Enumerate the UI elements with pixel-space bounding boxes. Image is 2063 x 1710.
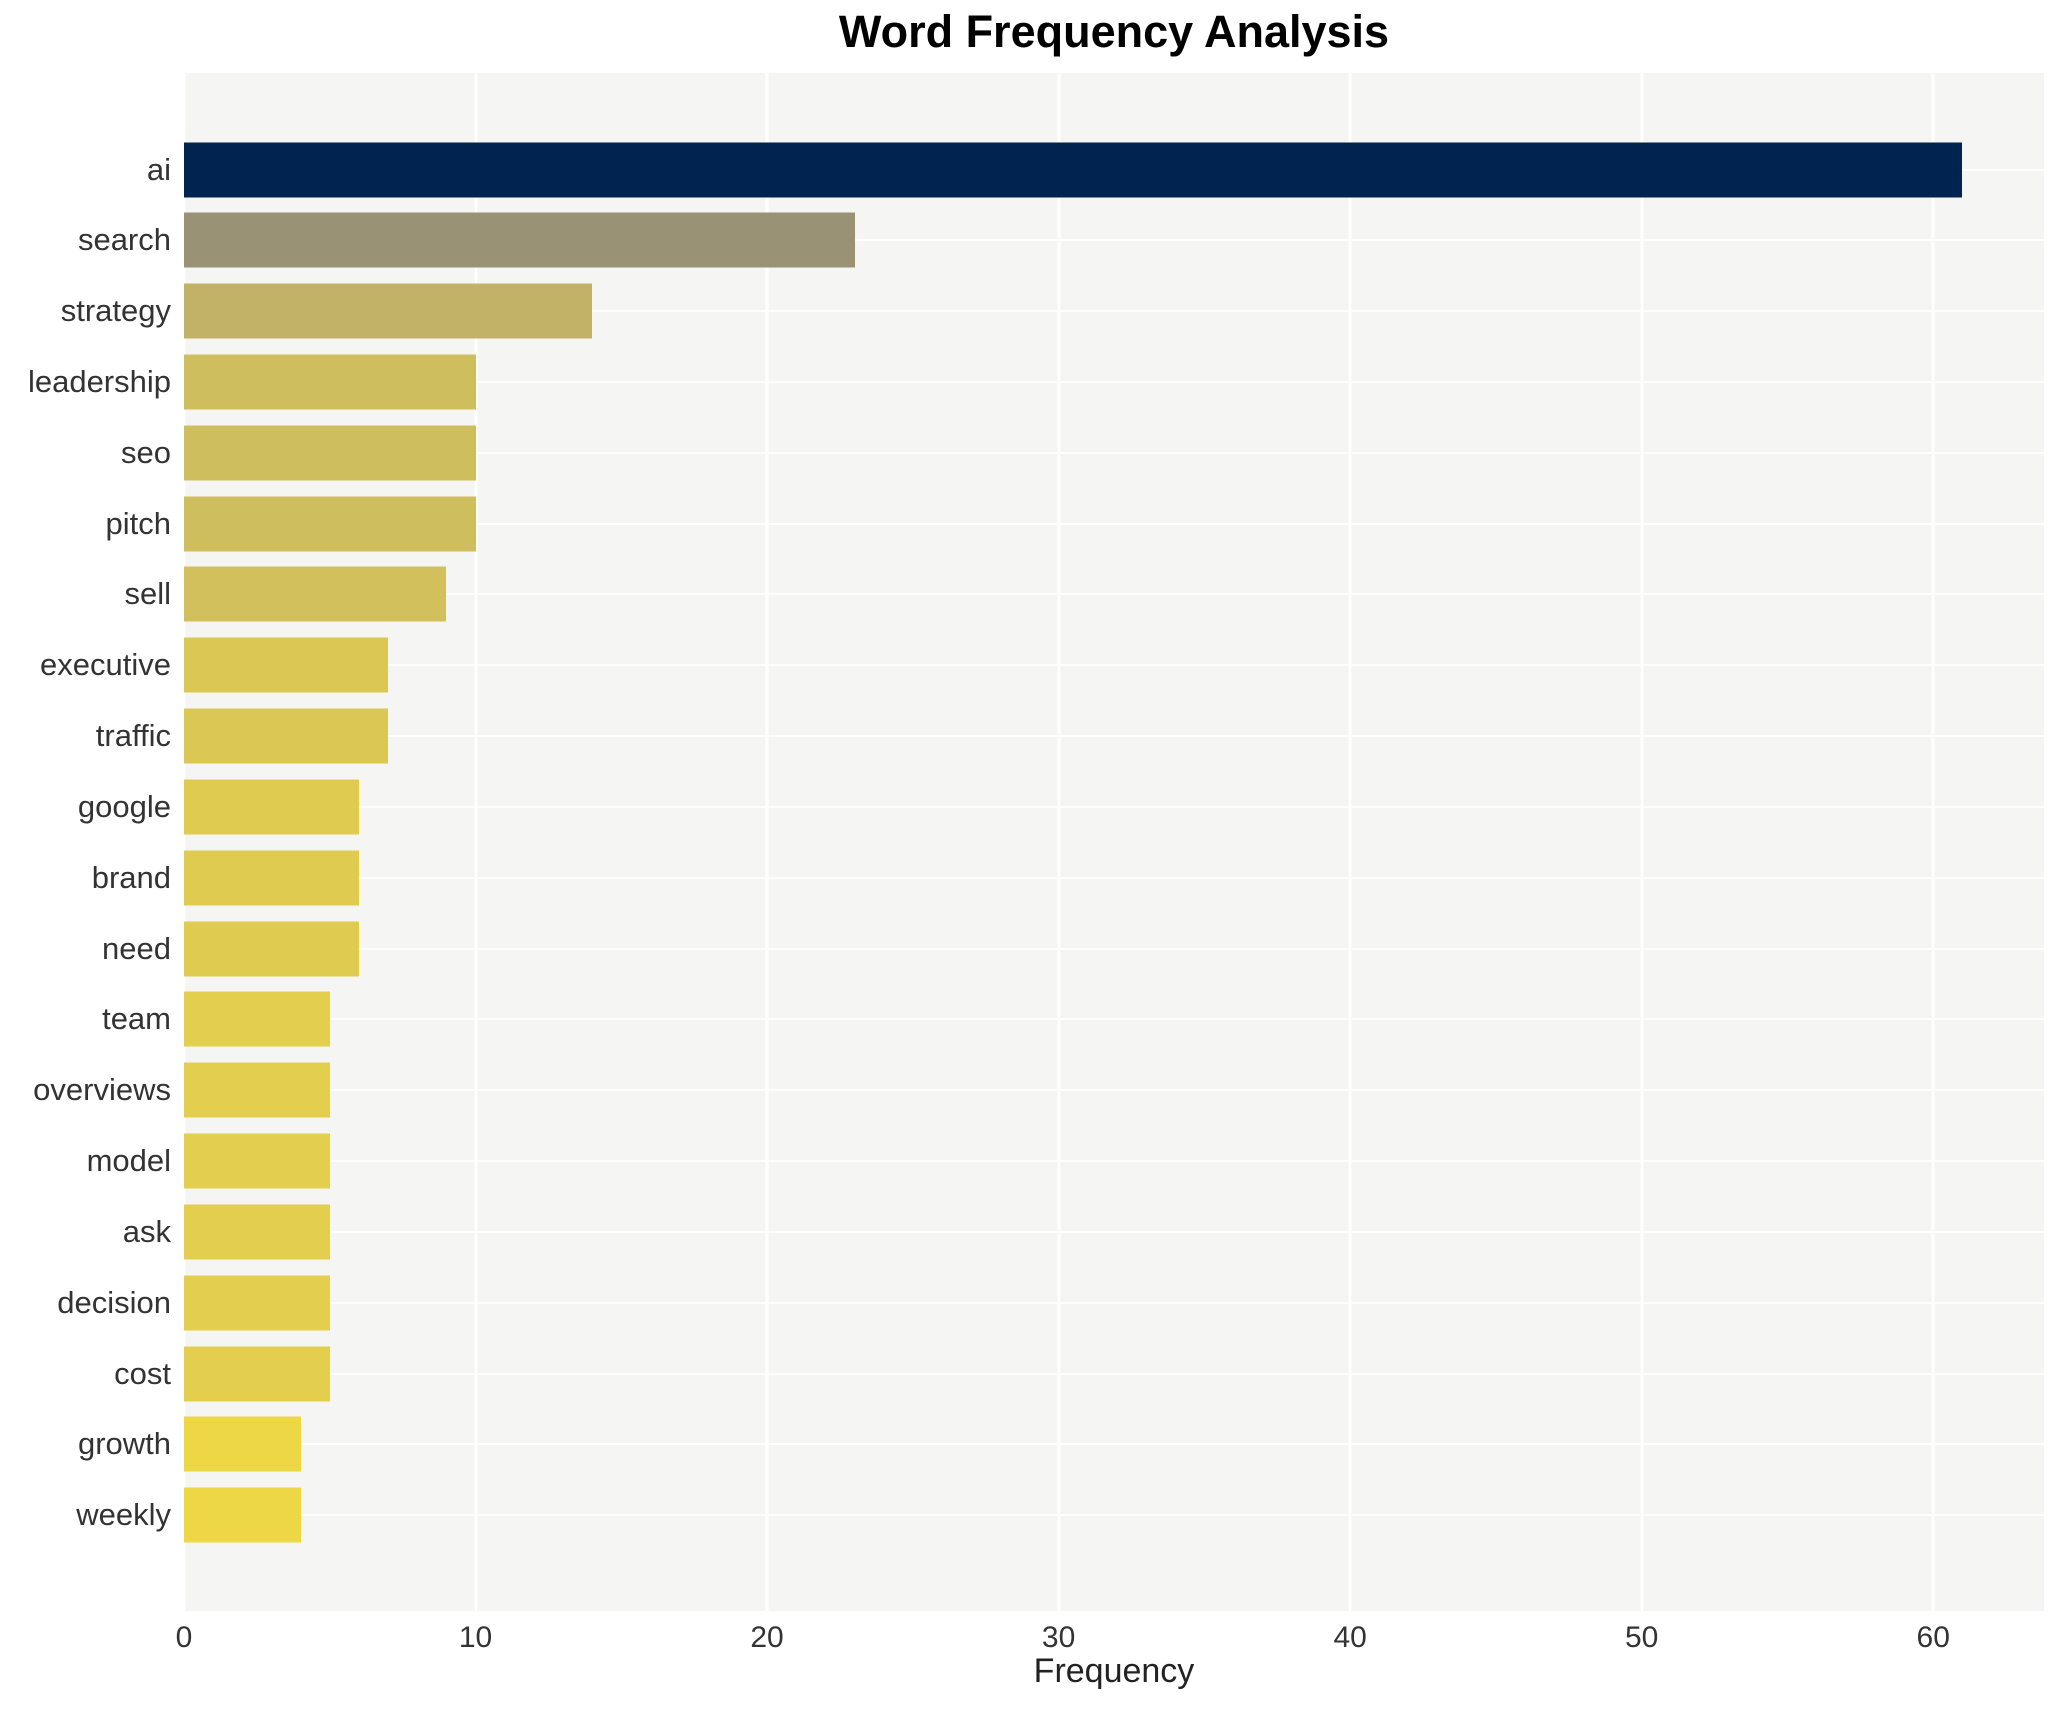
y-gridline <box>184 805 2044 808</box>
y-axis-label: sell <box>124 576 171 612</box>
y-gridline <box>184 1372 2044 1375</box>
bar-row: brand <box>92 842 2044 913</box>
frequency-bar <box>184 921 359 977</box>
y-gridline <box>184 664 2044 667</box>
bar-row: ask <box>123 1197 2044 1268</box>
y-axis-label: ai <box>146 151 171 187</box>
y-gridline <box>184 1514 2044 1517</box>
y-axis-label: search <box>77 222 171 258</box>
y-gridline <box>184 1089 2044 1092</box>
x-axis-tick-label: 50 <box>1624 1621 1659 1654</box>
frequency-bar <box>184 991 330 1047</box>
y-gridline <box>184 451 2044 454</box>
y-axis-label: growth <box>77 1426 171 1462</box>
y-axis-label: team <box>102 1001 171 1037</box>
frequency-bar <box>184 142 1963 197</box>
frequency-bar <box>184 425 476 481</box>
y-axis-label: model <box>86 1143 171 1179</box>
y-axis-label: strategy <box>60 293 171 329</box>
x-gridline <box>1640 73 1644 1611</box>
y-gridline <box>184 593 2044 596</box>
bar-row: strategy <box>61 276 2044 347</box>
bar-row: growth <box>78 1409 2044 1480</box>
y-axis-label: pitch <box>105 505 171 541</box>
bar-row: overviews <box>33 1055 2044 1126</box>
y-gridline <box>184 239 2044 242</box>
bar-row: need <box>102 913 2044 984</box>
y-gridline <box>184 522 2044 525</box>
x-axis-tick-label: 30 <box>1041 1621 1076 1654</box>
y-axis-label: overviews <box>33 1072 171 1108</box>
bar-row: sell <box>124 559 2044 630</box>
bar-row: pitch <box>106 488 2044 559</box>
chart-title: Word Frequency Analysis <box>838 6 1390 57</box>
bar-row: traffic <box>96 701 2044 772</box>
frequency-bar <box>184 637 389 693</box>
y-gridline <box>184 735 2044 738</box>
bar-row: seo <box>121 417 2044 488</box>
x-axis-title: Frequency <box>1033 1652 1195 1690</box>
y-axis-label: google <box>77 788 171 824</box>
y-gridline <box>184 876 2044 879</box>
bar-row: ai <box>147 134 2044 205</box>
x-gridline <box>1931 73 1935 1611</box>
x-gridline <box>474 73 478 1611</box>
frequency-bar <box>184 496 476 552</box>
frequency-bar <box>184 708 389 764</box>
frequency-bar <box>184 1346 330 1402</box>
y-axis-label: decision <box>57 1284 171 1320</box>
frequency-bar <box>184 1275 330 1331</box>
bar-row: executive <box>40 630 2044 701</box>
bar-row: team <box>102 984 2044 1055</box>
frequency-bar <box>184 566 447 622</box>
bar-row: model <box>87 1126 2044 1197</box>
y-axis-label: weekly <box>76 1497 171 1533</box>
bar-row: weekly <box>76 1480 2044 1551</box>
x-axis-tick-label: 10 <box>458 1621 493 1654</box>
bar-row: decision <box>57 1267 2044 1338</box>
y-gridline <box>184 1443 2044 1446</box>
y-gridline <box>184 1160 2044 1163</box>
x-axis-tick-label: 60 <box>1916 1621 1950 1654</box>
x-gridline <box>182 73 186 1611</box>
y-axis-label: seo <box>121 434 171 470</box>
y-axis-label: need <box>102 930 171 966</box>
y-gridline <box>184 1301 2044 1304</box>
y-gridline <box>184 310 2044 313</box>
y-axis-label: traffic <box>95 718 171 754</box>
frequency-bar <box>184 1487 301 1543</box>
frequency-bar <box>184 283 593 339</box>
x-axis-tick-label: 20 <box>750 1621 784 1654</box>
y-axis-label: leadership <box>27 363 171 399</box>
x-gridline <box>1057 73 1061 1611</box>
plot-area: ai search strategy leadership seo pitch sell ex… <box>28 73 2044 1611</box>
bar-row: cost <box>114 1338 2044 1409</box>
bar-row: google <box>78 772 2044 843</box>
y-axis-label: ask <box>122 1213 171 1249</box>
x-gridline <box>1348 73 1352 1611</box>
y-gridline <box>184 380 2044 383</box>
y-gridline <box>184 947 2044 950</box>
y-axis-label: brand <box>91 859 171 895</box>
y-axis-label: executive <box>40 647 171 683</box>
y-gridline <box>184 1230 2044 1233</box>
frequency-bar <box>184 850 359 906</box>
frequency-bar <box>184 1204 330 1260</box>
y-gridline <box>184 1018 2044 1021</box>
frequency-bar <box>184 1416 301 1472</box>
frequency-bar <box>184 1062 330 1118</box>
frequency-bar <box>184 212 855 268</box>
frequency-bar <box>184 1133 330 1189</box>
frequency-bar <box>184 779 359 835</box>
x-gridline <box>765 73 769 1611</box>
bar-row: leadership <box>28 347 2044 418</box>
bar-row: search <box>78 205 2044 276</box>
frequency-bar <box>184 354 476 410</box>
y-axis-label: cost <box>114 1355 171 1391</box>
x-axis-tick-label: 40 <box>1333 1621 1367 1654</box>
x-axis-tick-label: 0 <box>175 1621 193 1654</box>
